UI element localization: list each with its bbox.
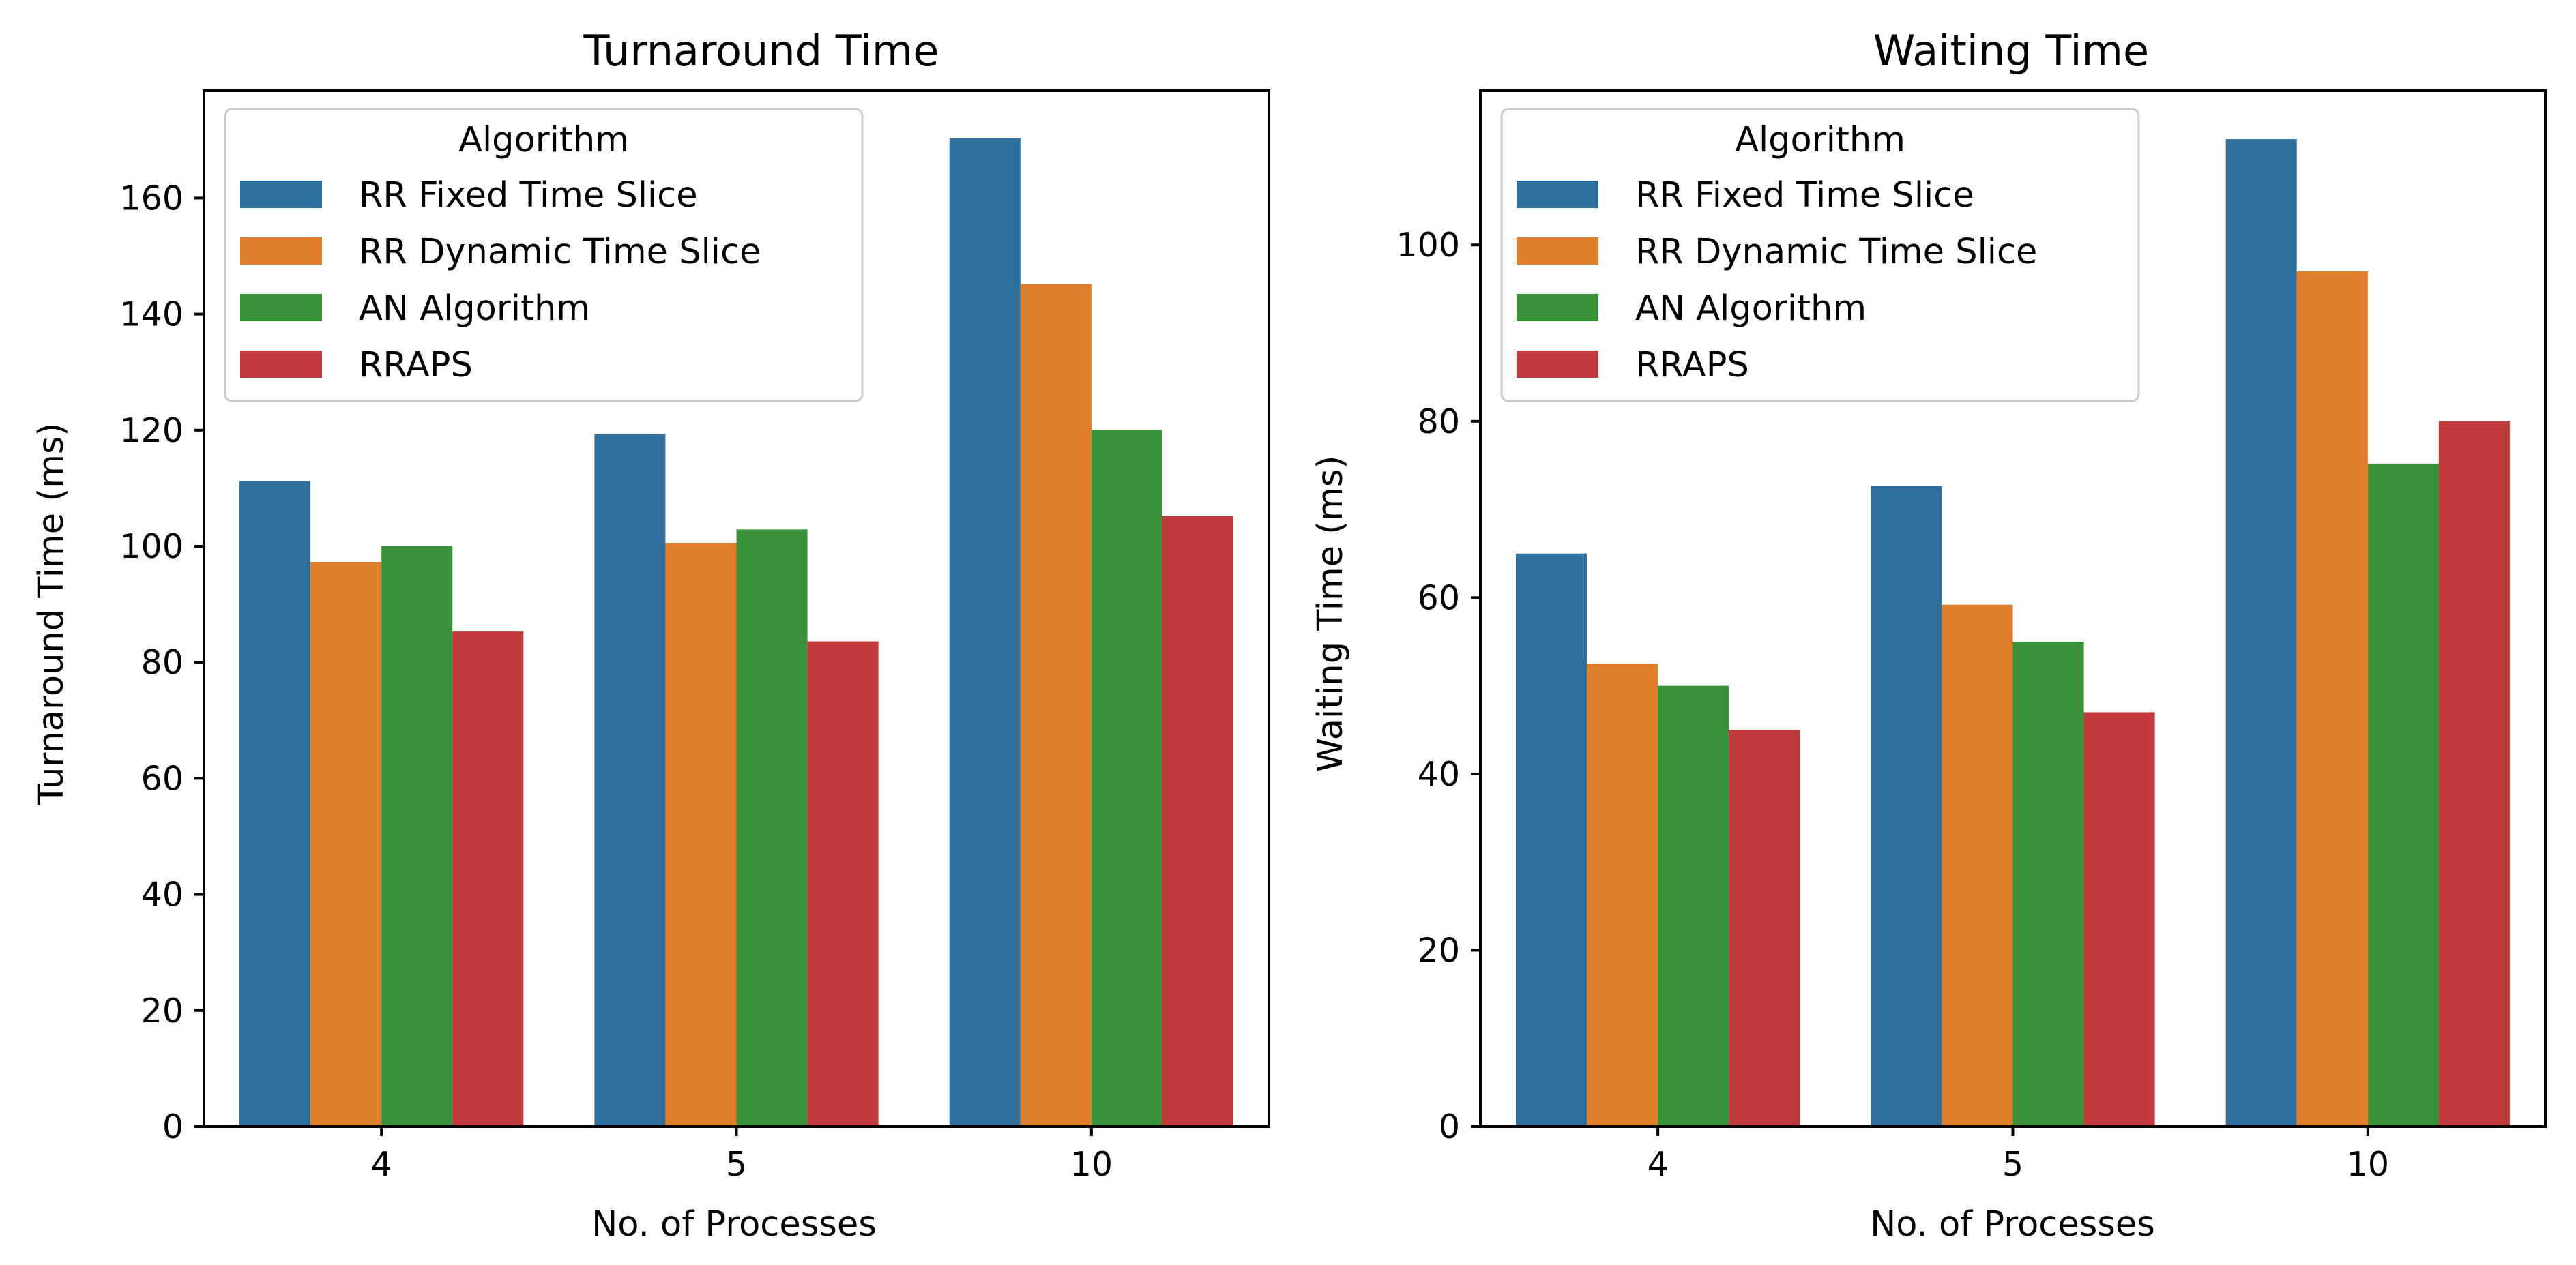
waiting-legend-box <box>1500 108 2140 402</box>
waiting-legend-label-an-algorithm: AN Algorithm <box>1635 288 1867 329</box>
turnaround-y-ticks: 0 20 40 60 80 100 120 140 160 <box>119 179 204 1146</box>
waiting-bars <box>1516 139 2510 1127</box>
waiting-legend-swatch-rr-dynamic-time-slice <box>1517 237 1598 265</box>
waiting-y-tick-label-100: 100 <box>1396 226 1460 265</box>
turnaround-chart: Turnaround Time No. of Processes Turnaro… <box>31 26 1270 1245</box>
waiting-y-tick-label-40: 40 <box>1418 755 1460 794</box>
turnaround-y-tick-label-120: 120 <box>119 411 184 450</box>
turnaround-plot-frame <box>203 89 1270 1128</box>
turnaround-chart-title: Turnaround Time <box>583 26 939 76</box>
turnaround-bar-an-algorithm-4 <box>381 546 453 1127</box>
turnaround-legend-box <box>224 108 864 402</box>
waiting-bar-rraps-4 <box>1729 730 1800 1127</box>
turnaround-legend-swatch-rr-fixed-time-slice <box>240 181 322 208</box>
turnaround-legend-swatch-rraps <box>240 351 322 378</box>
turnaround-legend-title: Algorithm <box>458 120 629 160</box>
waiting-legend-swatch-rraps <box>1517 351 1598 378</box>
turnaround-bar-rr-dynamic-time-slice-5 <box>665 542 737 1127</box>
turnaround-bar-rr-fixed-time-slice-10 <box>949 138 1021 1127</box>
turnaround-y-tick-label-100: 100 <box>119 527 184 566</box>
turnaround-x-ticks: 4 5 10 <box>371 1127 1113 1184</box>
turnaround-legend-label-an-algorithm: AN Algorithm <box>359 288 590 329</box>
waiting-bar-rr-fixed-time-slice-10 <box>2225 139 2297 1127</box>
waiting-y-tick-label-60: 60 <box>1418 578 1460 617</box>
turnaround-y-tick-label-0: 0 <box>162 1107 184 1146</box>
waiting-bar-rr-fixed-time-slice-4 <box>1516 553 1587 1127</box>
waiting-chart: Waiting Time No. of Processes Waiting Ti… <box>1311 26 2547 1245</box>
waiting-x-ticks: 4 5 10 <box>1648 1127 2389 1184</box>
waiting-bar-rr-dynamic-time-slice-10 <box>2296 271 2368 1127</box>
turnaround-y-tick-label-160: 160 <box>119 179 184 218</box>
waiting-y-ticks: 0 20 40 60 80 100 <box>1396 226 1480 1146</box>
turnaround-legend-label-rr-fixed-time-slice: RR Fixed Time Slice <box>359 175 698 215</box>
waiting-y-tick-label-0: 0 <box>1439 1107 1460 1146</box>
turnaround-bars <box>239 138 1233 1127</box>
turnaround-y-tick-label-20: 20 <box>141 992 184 1030</box>
waiting-bar-an-algorithm-10 <box>2367 463 2439 1127</box>
turnaround-legend-label-rraps: RRAPS <box>359 345 473 385</box>
waiting-bar-rr-fixed-time-slice-5 <box>1871 486 1942 1127</box>
turnaround-bar-rr-fixed-time-slice-4 <box>239 481 311 1127</box>
waiting-x-tick-label-10: 10 <box>2347 1145 2389 1184</box>
turnaround-bar-rraps-5 <box>807 641 879 1127</box>
turnaround-y-tick-label-80: 80 <box>141 643 184 682</box>
turnaround-bar-rraps-10 <box>1162 516 1233 1127</box>
turnaround-y-tick-label-140: 140 <box>119 295 184 334</box>
waiting-legend-swatch-rr-fixed-time-slice <box>1517 181 1598 208</box>
turnaround-legend-swatch-rr-dynamic-time-slice <box>240 237 322 265</box>
waiting-bar-an-algorithm-4 <box>1658 685 1729 1127</box>
turnaround-x-tick-label-5: 5 <box>726 1145 747 1184</box>
waiting-bar-rr-dynamic-time-slice-5 <box>1942 604 2013 1127</box>
turnaround-x-tick-label-4: 4 <box>371 1145 392 1184</box>
waiting-bar-rr-dynamic-time-slice-4 <box>1587 664 1658 1127</box>
waiting-legend-label-rr-fixed-time-slice: RR Fixed Time Slice <box>1635 175 1974 215</box>
turnaround-bar-rraps-4 <box>452 631 524 1127</box>
turnaround-y-tick-label-40: 40 <box>141 876 184 914</box>
waiting-legend: Algorithm RR Fixed Time Slice RR Dynamic T… <box>1500 108 2140 402</box>
waiting-y-axis-label: Waiting Time (ms) <box>1311 456 1351 773</box>
waiting-bar-rraps-10 <box>2438 421 2510 1127</box>
turnaround-bar-an-algorithm-5 <box>736 529 808 1127</box>
waiting-bar-rraps-5 <box>2083 712 2155 1127</box>
turnaround-y-axis-label: Turnaround Time (ms) <box>31 423 72 806</box>
waiting-legend-label-rr-dynamic-time-slice: RR Dynamic Time Slice <box>1635 232 2037 272</box>
turnaround-bar-an-algorithm-10 <box>1091 429 1162 1127</box>
turnaround-legend: Algorithm RR Fixed Time Slice RR Dynamic T… <box>224 108 864 402</box>
turnaround-legend-label-rr-dynamic-time-slice: RR Dynamic Time Slice <box>359 232 761 272</box>
waiting-plot-frame <box>1479 89 2547 1128</box>
waiting-x-tick-label-5: 5 <box>2002 1145 2023 1184</box>
turnaround-bar-rr-dynamic-time-slice-10 <box>1020 284 1092 1127</box>
waiting-legend-swatch-an-algorithm <box>1517 294 1598 321</box>
waiting-y-tick-label-20: 20 <box>1418 931 1460 970</box>
waiting-x-tick-label-4: 4 <box>1648 1145 1669 1184</box>
turnaround-bar-rr-fixed-time-slice-5 <box>594 434 666 1127</box>
turnaround-x-tick-label-10: 10 <box>1070 1145 1113 1184</box>
turnaround-y-tick-label-60: 60 <box>141 759 184 798</box>
turnaround-bar-rr-dynamic-time-slice-4 <box>310 562 382 1127</box>
waiting-bar-an-algorithm-5 <box>2012 641 2084 1127</box>
waiting-legend-label-rraps: RRAPS <box>1635 345 1749 385</box>
waiting-x-axis-label: No. of Processes <box>1870 1204 2155 1245</box>
waiting-legend-title: Algorithm <box>1735 120 1905 160</box>
waiting-chart-title: Waiting Time <box>1873 26 2149 76</box>
waiting-y-tick-label-80: 80 <box>1418 402 1460 441</box>
turnaround-x-axis-label: No. of Processes <box>591 1204 877 1245</box>
turnaround-legend-swatch-an-algorithm <box>240 294 322 321</box>
